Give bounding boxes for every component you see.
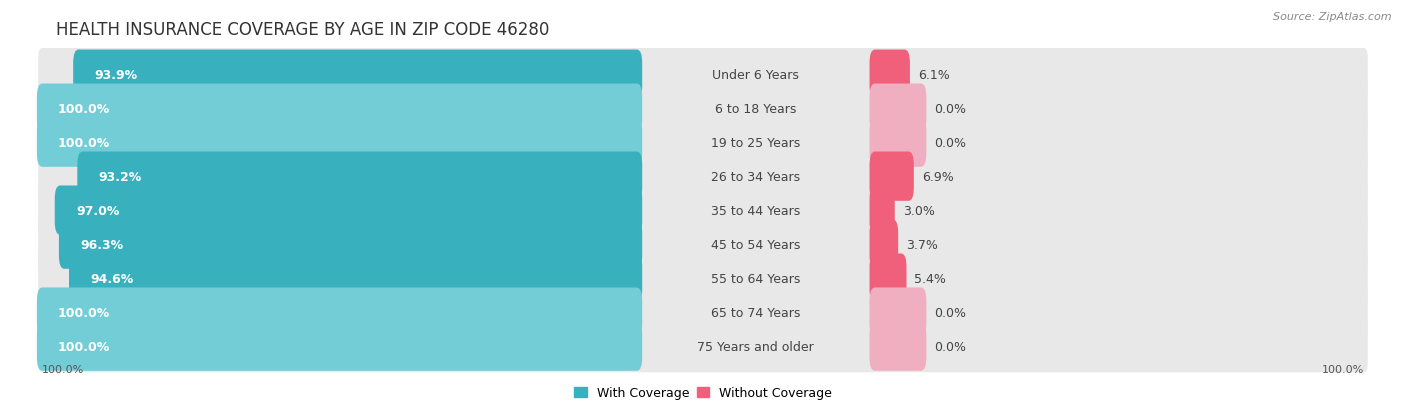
Text: 100.0%: 100.0% <box>58 102 110 115</box>
FancyBboxPatch shape <box>869 322 927 371</box>
Text: 96.3%: 96.3% <box>80 238 124 251</box>
Text: Source: ZipAtlas.com: Source: ZipAtlas.com <box>1274 12 1392 22</box>
FancyBboxPatch shape <box>38 49 1368 101</box>
FancyBboxPatch shape <box>77 152 643 201</box>
FancyBboxPatch shape <box>38 117 1368 169</box>
FancyBboxPatch shape <box>37 322 643 371</box>
FancyBboxPatch shape <box>73 50 643 100</box>
Legend: With Coverage, Without Coverage: With Coverage, Without Coverage <box>569 381 837 404</box>
FancyBboxPatch shape <box>869 118 927 167</box>
Text: 100.0%: 100.0% <box>58 306 110 319</box>
Text: 100.0%: 100.0% <box>58 340 110 353</box>
FancyBboxPatch shape <box>869 152 914 201</box>
FancyBboxPatch shape <box>38 218 1368 271</box>
FancyBboxPatch shape <box>38 252 1368 304</box>
FancyBboxPatch shape <box>59 220 643 269</box>
FancyBboxPatch shape <box>37 288 643 337</box>
FancyBboxPatch shape <box>869 186 894 235</box>
FancyBboxPatch shape <box>38 185 1368 237</box>
Text: 6.1%: 6.1% <box>918 69 949 81</box>
Text: 93.9%: 93.9% <box>94 69 138 81</box>
Text: Under 6 Years: Under 6 Years <box>713 69 799 81</box>
FancyBboxPatch shape <box>869 254 907 303</box>
Text: 65 to 74 Years: 65 to 74 Years <box>711 306 800 319</box>
Text: 100.0%: 100.0% <box>42 364 84 374</box>
Text: 75 Years and older: 75 Years and older <box>697 340 814 353</box>
Text: 93.2%: 93.2% <box>98 170 142 183</box>
FancyBboxPatch shape <box>38 83 1368 135</box>
FancyBboxPatch shape <box>38 320 1368 373</box>
Text: 0.0%: 0.0% <box>934 340 966 353</box>
Text: 0.0%: 0.0% <box>934 102 966 115</box>
Text: 6 to 18 Years: 6 to 18 Years <box>716 102 797 115</box>
Text: 0.0%: 0.0% <box>934 136 966 149</box>
FancyBboxPatch shape <box>69 254 643 303</box>
Text: 5.4%: 5.4% <box>914 272 946 285</box>
Text: 97.0%: 97.0% <box>76 204 120 217</box>
FancyBboxPatch shape <box>869 288 927 337</box>
Text: 100.0%: 100.0% <box>1322 364 1364 374</box>
Text: 55 to 64 Years: 55 to 64 Years <box>711 272 800 285</box>
Text: 45 to 54 Years: 45 to 54 Years <box>711 238 800 251</box>
FancyBboxPatch shape <box>37 84 643 133</box>
Text: 0.0%: 0.0% <box>934 306 966 319</box>
FancyBboxPatch shape <box>37 118 643 167</box>
FancyBboxPatch shape <box>55 186 643 235</box>
Text: 26 to 34 Years: 26 to 34 Years <box>711 170 800 183</box>
FancyBboxPatch shape <box>38 286 1368 339</box>
Text: 100.0%: 100.0% <box>58 136 110 149</box>
FancyBboxPatch shape <box>869 84 927 133</box>
Text: 94.6%: 94.6% <box>90 272 134 285</box>
Text: 3.7%: 3.7% <box>905 238 938 251</box>
Text: 6.9%: 6.9% <box>922 170 953 183</box>
Text: 3.0%: 3.0% <box>903 204 935 217</box>
FancyBboxPatch shape <box>869 50 910 100</box>
FancyBboxPatch shape <box>869 220 898 269</box>
Text: HEALTH INSURANCE COVERAGE BY AGE IN ZIP CODE 46280: HEALTH INSURANCE COVERAGE BY AGE IN ZIP … <box>56 21 550 38</box>
Text: 35 to 44 Years: 35 to 44 Years <box>711 204 800 217</box>
FancyBboxPatch shape <box>38 151 1368 203</box>
Text: 19 to 25 Years: 19 to 25 Years <box>711 136 800 149</box>
